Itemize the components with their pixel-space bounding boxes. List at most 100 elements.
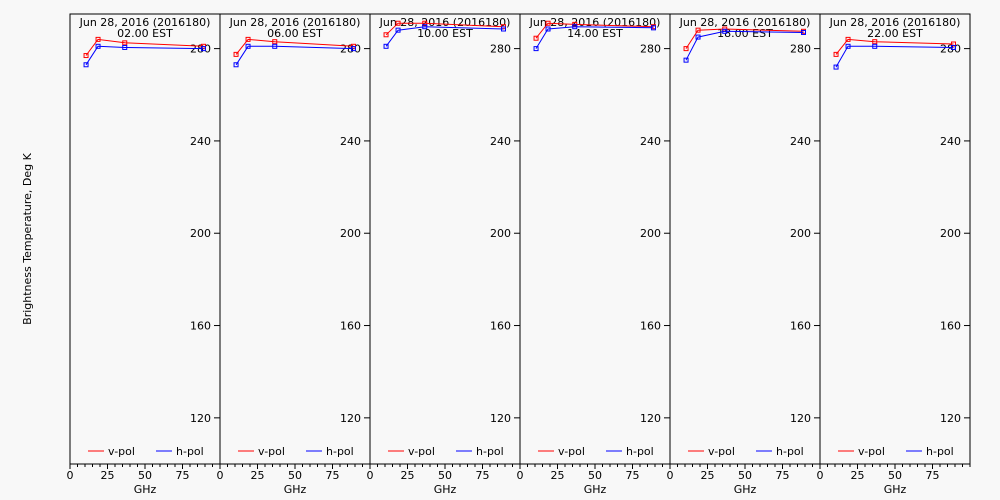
legend-label-h-pol: h-pol (926, 445, 954, 458)
x-axis-label: GHz (584, 483, 607, 496)
x-axis-label: GHz (434, 483, 457, 496)
panel-6: Jun 28, 2016 (2016180)22.00 EST 120 160 200… (817, 13, 971, 496)
x-tick-label: 75 (476, 469, 490, 482)
y-axis-label: Brightness Temperature, Deg K (21, 152, 34, 324)
data-point-h-pol (501, 26, 506, 32)
data-point-v-pol (245, 36, 251, 42)
data-point-v-pol (272, 39, 278, 45)
x-tick-label: 50 (738, 469, 752, 482)
y-tick-label: 160 (190, 320, 211, 333)
legend-label-h-pol: h-pol (776, 445, 804, 458)
x-tick-label: 25 (251, 469, 265, 482)
series-line-h-pol (685, 30, 804, 61)
data-point-h-pol (395, 27, 401, 33)
series-line-v-pol (85, 38, 204, 56)
data-point-h-pol (651, 25, 656, 31)
y-tick-label: 200 (190, 227, 211, 240)
x-tick-label: 50 (288, 469, 302, 482)
data-point-v-pol (95, 36, 101, 42)
panel-4: Jun 28, 2016 (2016180)14.00 EST120160200… (517, 13, 671, 496)
data-point-v-pol (695, 27, 701, 33)
y-tick-label: 120 (340, 412, 361, 425)
data-point-h-pol (351, 46, 356, 52)
y-tick-label: 280 (490, 43, 511, 56)
data-point-v-pol (83, 53, 89, 59)
x-tick-label: 75 (326, 469, 340, 482)
legend-label-v-pol: v-pol (258, 445, 285, 458)
panel-title: Jun 28, 2016 (2016180) (79, 16, 211, 29)
series-line-h-pol (835, 45, 954, 68)
data-point-v-pol (233, 51, 239, 57)
legend-label-h-pol: h-pol (176, 445, 204, 458)
series-line-h-pol (385, 26, 504, 47)
y-tick-label: 240 (490, 135, 511, 148)
x-axis-label: GHz (134, 483, 157, 496)
series-line-v-pol (535, 22, 654, 39)
y-tick-label: 280 (640, 43, 661, 56)
x-tick-label: 25 (101, 469, 115, 482)
x-tick-label: 25 (401, 469, 415, 482)
data-point-h-pol (545, 26, 551, 32)
x-tick-label: 0 (367, 469, 374, 482)
data-point-h-pol (272, 43, 278, 49)
data-point-h-pol (722, 28, 728, 34)
x-tick-label: 0 (517, 469, 524, 482)
data-point-h-pol (951, 44, 956, 50)
series-line-v-pol (685, 28, 804, 49)
x-tick-label: 0 (817, 469, 824, 482)
panel-3: Jun 28, 2016 (2016180)10.00 EST120160200… (367, 13, 521, 496)
y-tick-label: 280 (790, 43, 811, 56)
legend-label-v-pol: v-pol (708, 445, 735, 458)
data-point-v-pol (545, 20, 551, 26)
legend-label-h-pol: h-pol (326, 445, 354, 458)
panels: Jun 28, 2016 (2016180)02.00 EST120160200… (67, 13, 971, 496)
data-point-h-pol (801, 29, 806, 35)
data-point-h-pol (572, 24, 578, 30)
y-tick-label: 200 (940, 227, 961, 240)
y-tick-label: 160 (790, 320, 811, 333)
x-tick-label: 50 (888, 469, 902, 482)
data-point-v-pol (422, 20, 428, 26)
y-tick-label: 160 (340, 320, 361, 333)
panel-subtitle: 22.00 EST (867, 27, 923, 40)
data-point-h-pol (695, 34, 701, 40)
legend-label-v-pol: v-pol (408, 445, 435, 458)
y-tick-label: 160 (490, 320, 511, 333)
y-tick-label: 120 (640, 412, 661, 425)
data-point-h-pol (683, 57, 689, 63)
legend-label-h-pol: h-pol (476, 445, 504, 458)
panel-subtitle: 10.00 EST (417, 27, 473, 40)
y-tick-label: 200 (640, 227, 661, 240)
x-tick-label: 25 (851, 469, 865, 482)
x-tick-label: 75 (626, 469, 640, 482)
x-tick-label: 0 (217, 469, 224, 482)
y-tick-label: 240 (940, 135, 961, 148)
y-tick-label: 280 (340, 43, 361, 56)
data-point-h-pol (422, 24, 428, 30)
data-point-h-pol (845, 43, 851, 49)
data-point-h-pol (83, 62, 89, 68)
x-tick-label: 75 (926, 469, 940, 482)
data-point-h-pol (201, 46, 206, 52)
y-tick-label: 200 (340, 227, 361, 240)
data-point-h-pol (122, 44, 128, 50)
x-tick-label: 0 (67, 469, 74, 482)
y-tick-label: 240 (190, 135, 211, 148)
y-tick-label: 120 (940, 412, 961, 425)
data-point-v-pol (845, 36, 851, 42)
data-point-h-pol (95, 43, 101, 49)
x-tick-label: 75 (776, 469, 790, 482)
y-tick-label: 240 (340, 135, 361, 148)
series-line-v-pol (385, 22, 504, 36)
y-tick-label: 200 (490, 227, 511, 240)
legend-label-v-pol: v-pol (858, 445, 885, 458)
y-tick-label: 240 (640, 135, 661, 148)
y-tick-label: 200 (790, 227, 811, 240)
x-tick-label: 25 (551, 469, 565, 482)
legend-label-h-pol: h-pol (626, 445, 654, 458)
data-point-h-pol (245, 43, 251, 49)
panel-title: Jun 28, 2016 (2016180) (829, 16, 961, 29)
y-tick-label: 280 (190, 43, 211, 56)
